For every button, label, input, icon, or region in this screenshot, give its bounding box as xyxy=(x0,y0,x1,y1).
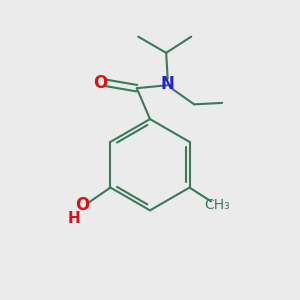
Text: O: O xyxy=(93,74,108,92)
Text: H: H xyxy=(67,211,80,226)
Text: O: O xyxy=(75,196,90,214)
Text: N: N xyxy=(161,75,175,93)
Text: CH₃: CH₃ xyxy=(205,198,230,212)
